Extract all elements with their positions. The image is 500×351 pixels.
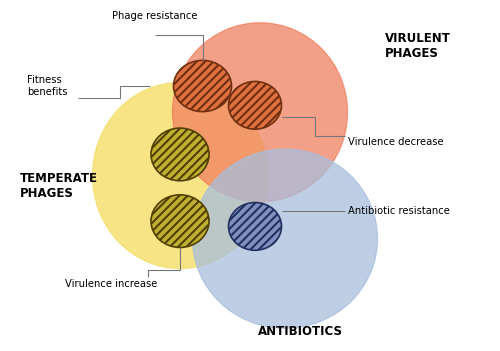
Ellipse shape: [172, 23, 348, 202]
Ellipse shape: [151, 195, 209, 247]
Ellipse shape: [228, 203, 281, 250]
Text: ANTIBIOTICS: ANTIBIOTICS: [258, 325, 342, 338]
Ellipse shape: [228, 81, 281, 129]
Ellipse shape: [151, 128, 209, 181]
Text: Fitness
benefits: Fitness benefits: [28, 75, 68, 97]
Ellipse shape: [92, 82, 268, 269]
Text: Virulence decrease: Virulence decrease: [348, 137, 443, 147]
Text: Virulence increase: Virulence increase: [65, 279, 158, 289]
Text: VIRULENT
PHAGES: VIRULENT PHAGES: [385, 32, 451, 60]
Text: Antibiotic resistance: Antibiotic resistance: [348, 206, 450, 216]
Ellipse shape: [192, 149, 378, 328]
Text: TEMPERATE
PHAGES: TEMPERATE PHAGES: [20, 172, 98, 200]
Ellipse shape: [174, 60, 232, 112]
Text: Phage resistance: Phage resistance: [112, 11, 198, 21]
